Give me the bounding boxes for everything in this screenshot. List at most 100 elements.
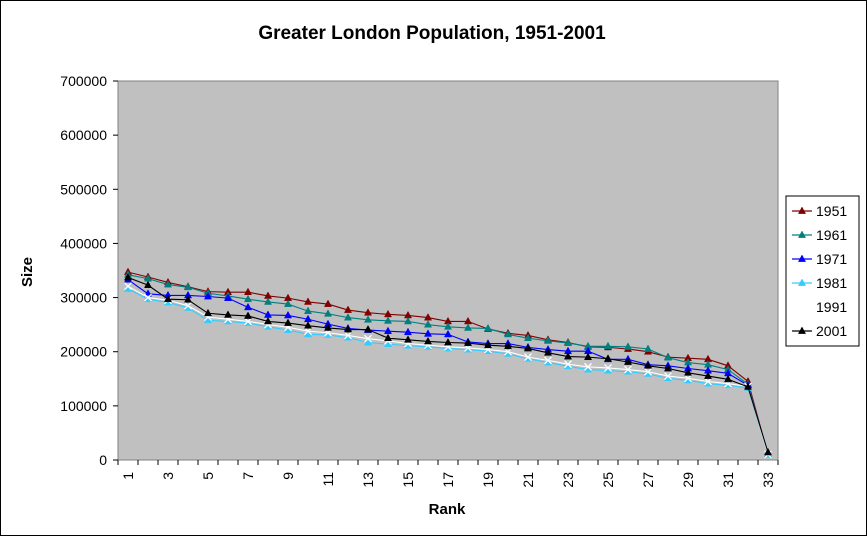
data-point-2001: [423, 336, 433, 345]
data-point-1991: [564, 360, 572, 369]
data-point-1961: [643, 344, 653, 352]
data-point-1991: [644, 367, 652, 376]
data-point-2001: [243, 311, 253, 319]
data-point-1991: [364, 334, 372, 343]
data-point-1971: [223, 293, 233, 301]
x-tick-label: 19: [480, 472, 496, 488]
data-point-1991: [664, 372, 672, 381]
data-point-1961: [243, 294, 253, 303]
data-point-2001: [283, 318, 293, 326]
data-point-1991: [504, 347, 512, 356]
data-point-1971: [243, 302, 253, 311]
data-point-1961: [323, 309, 333, 317]
x-tick-label: 11: [320, 472, 336, 487]
data-point-2001: [263, 316, 273, 325]
data-point-1961: [563, 338, 573, 346]
legend-marker: [797, 230, 807, 238]
data-point-1991: [544, 356, 552, 365]
legend-label: 1971: [816, 251, 847, 267]
data-point-1971: [423, 329, 433, 337]
data-point-2001: [623, 357, 633, 365]
legend-label: 2001: [816, 323, 847, 339]
data-point-1961: [443, 322, 453, 330]
data-point-2001: [163, 294, 173, 303]
data-point-1961: [163, 280, 173, 288]
data-point-2001: [203, 308, 213, 317]
data-point-2001: [663, 363, 673, 372]
legend-marker: [797, 254, 807, 262]
data-point-2001: [443, 337, 453, 346]
x-tick-label: 17: [440, 472, 456, 488]
legend-label: 1991: [816, 299, 847, 315]
data-point-1991: [524, 353, 532, 362]
x-tick-label: 15: [400, 472, 416, 488]
data-point-2001: [723, 374, 733, 383]
x-tick-label: 3: [160, 472, 176, 480]
legend-label: 1981: [816, 275, 847, 291]
y-axis-title: Size: [19, 257, 36, 287]
data-point-1991: [344, 331, 352, 340]
data-point-1961: [403, 316, 413, 325]
data-point-2001: [403, 335, 413, 343]
data-point-1961: [463, 323, 473, 331]
data-point-1991: [144, 293, 152, 302]
legend: 1951 1961 1971 1981 1991 2001: [785, 195, 860, 347]
legend-entry-1991: 1991: [792, 299, 847, 315]
legend-entry-1951: 1951: [792, 203, 847, 219]
data-point-2001: [383, 333, 393, 342]
data-point-2001: [643, 361, 653, 369]
legend-entry-1981: 1981: [792, 275, 847, 291]
y-tick-label: 200000: [60, 344, 107, 360]
data-point-1991: [704, 377, 712, 386]
series-2001: [123, 273, 773, 456]
x-tick-label: 21: [520, 472, 536, 488]
x-tick-label: 33: [760, 472, 776, 488]
data-point-1971: [443, 329, 453, 338]
legend-box: [785, 195, 860, 347]
x-axis: 1 3 5 7 9 11 13 15 17 19 21 23 25 27 29 31 33: [117, 460, 779, 488]
data-point-1991: [584, 362, 592, 371]
legend-entry-1961: 1961: [792, 227, 847, 243]
data-point-2001: [343, 324, 353, 333]
x-tick-label: 25: [600, 472, 616, 488]
data-point-1991: [244, 317, 252, 326]
data-point-1981: [363, 337, 373, 346]
data-point-1991: [604, 363, 612, 372]
data-point-1961: [503, 329, 513, 338]
y-tick-label: 700000: [60, 73, 107, 89]
x-tick-label: 23: [560, 472, 576, 488]
x-axis-title: Rank: [429, 501, 466, 518]
data-point-1951: [343, 305, 353, 313]
data-point-1961: [383, 316, 393, 324]
data-point-1961: [623, 342, 633, 350]
data-point-1961: [283, 299, 293, 307]
data-point-2001: [523, 343, 533, 352]
data-point-2001: [123, 273, 133, 281]
legend-label: 1951: [816, 203, 847, 219]
data-point-1991: [684, 374, 692, 383]
legend-marker: [797, 326, 807, 334]
data-point-1971: [403, 327, 413, 336]
data-point-2001: [363, 324, 373, 333]
legend-marker: [797, 206, 807, 214]
data-point-1951: [303, 297, 313, 305]
x-tick-label: 5: [200, 472, 216, 480]
data-point-2001: [543, 348, 553, 356]
data-point-2001: [303, 321, 313, 329]
data-point-1961: [183, 282, 193, 291]
data-point-1961: [523, 333, 533, 342]
data-point-2001: [683, 368, 693, 376]
x-tick-label: 9: [280, 472, 296, 480]
data-point-2001: [503, 341, 513, 350]
data-point-2001: [463, 338, 473, 346]
data-point-2001: [223, 310, 233, 318]
data-point-1961: [603, 341, 613, 350]
y-tick-label: 500000: [60, 181, 107, 197]
data-point-2001: [583, 352, 593, 360]
plot-area: [117, 80, 779, 461]
data-point-1961: [263, 297, 273, 305]
data-point-1951: [323, 299, 333, 307]
data-point-2001: [603, 354, 613, 362]
data-point-2001: [323, 323, 333, 331]
